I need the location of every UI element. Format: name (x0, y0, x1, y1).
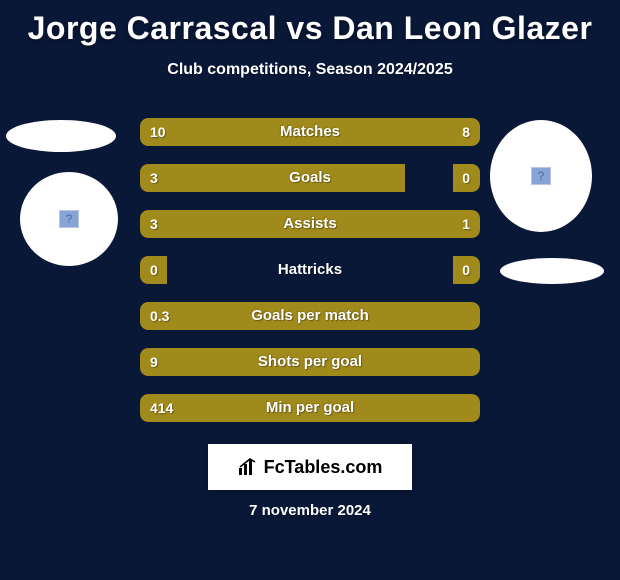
stat-value-right: 0 (462, 164, 470, 192)
stat-value-left: 10 (150, 118, 166, 146)
stat-label: Goals per match (140, 302, 480, 330)
stat-row: Hattricks0 0 (140, 256, 480, 284)
brand-label: FcTables.com (238, 457, 383, 478)
stat-value-right: 1 (462, 210, 470, 238)
stat-value-left: 0.3 (150, 302, 169, 330)
stat-value-left: 414 (150, 394, 173, 422)
brand-box: FcTables.com (208, 444, 412, 490)
stat-value-left: 0 (150, 256, 158, 284)
stat-label: Hattricks (140, 256, 480, 284)
stat-row: Shots per goal9 (140, 348, 480, 376)
stat-value-left: 3 (150, 210, 158, 238)
stat-label: Matches (140, 118, 480, 146)
stat-row: Min per goal414 (140, 394, 480, 422)
stat-value-left: 9 (150, 348, 158, 376)
stat-row: Assists3 1 (140, 210, 480, 238)
chart-icon (238, 458, 260, 476)
stat-row: Goals per match0.3 (140, 302, 480, 330)
stat-row: Matches10 8 (140, 118, 480, 146)
stat-value-right: 8 (462, 118, 470, 146)
stat-label: Shots per goal (140, 348, 480, 376)
stat-label: Goals (140, 164, 480, 192)
stat-row: Goals3 0 (140, 164, 480, 192)
page-title: Jorge Carrascal vs Dan Leon Glazer (0, 0, 620, 47)
footer-date: 7 november 2024 (0, 502, 620, 519)
stat-value-right: 0 (462, 256, 470, 284)
brand-text: FcTables.com (264, 457, 383, 478)
stat-label: Min per goal (140, 394, 480, 422)
page-subtitle: Club competitions, Season 2024/2025 (0, 61, 620, 79)
stats-container: Matches108Goals30Assists31Hattricks00Goa… (0, 118, 620, 440)
stat-value-left: 3 (150, 164, 158, 192)
stat-label: Assists (140, 210, 480, 238)
